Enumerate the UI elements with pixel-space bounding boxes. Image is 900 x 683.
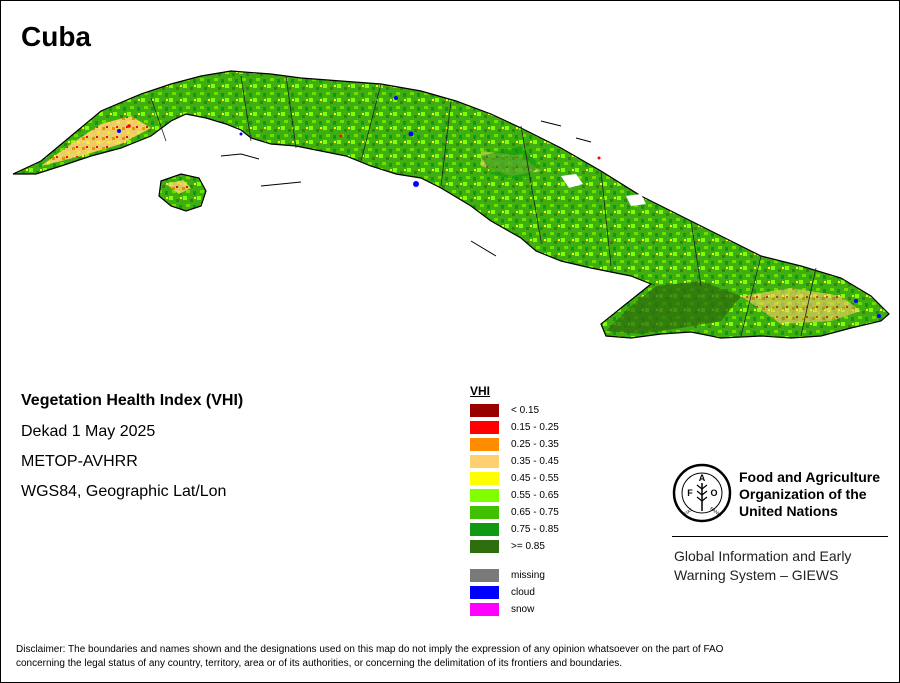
legend-item: 0.25 - 0.35 [470,436,559,453]
giews-line2: Warning System – GIEWS [674,567,839,583]
fao-name-line3: United Nations [739,503,838,519]
fao-name-line2: Organization of the [739,486,867,502]
keys-islets [220,120,592,257]
legend-item: < 0.15 [470,402,559,419]
legend-label: snow [511,604,535,615]
missing-patch [626,194,646,206]
legend-item: 0.15 - 0.25 [470,419,559,436]
map-title: Cuba [21,21,91,52]
legend-label: 0.35 - 0.45 [511,456,559,467]
legend-item: missing [470,567,559,584]
projection-label: WGS84, Geographic Lat/Lon [21,483,227,500]
legend-swatch [470,404,499,417]
svg-text:PANIS: PANIS [709,506,723,518]
legend-item: 0.55 - 0.65 [470,487,559,504]
legend-item: 0.65 - 0.75 [470,504,559,521]
legend-swatch [470,455,499,468]
legend-label: 0.15 - 0.25 [511,422,559,433]
fao-logo-icon: A F O FIAT PANIS [672,463,732,523]
legend-item: cloud [470,584,559,601]
divider [672,536,888,537]
legend-swatch [470,421,499,434]
missing-patch [561,174,583,188]
map-period: Dekad 1 May 2025 [21,423,156,440]
legend-swatch [470,438,499,451]
svg-text:F: F [687,488,693,498]
legend-swatch [470,472,499,485]
legend-swatch [470,569,499,582]
dry-area-east [741,288,861,324]
red-spots [127,124,601,160]
legend-item: 0.35 - 0.45 [470,453,559,470]
fao-name-line1: Food and Agriculture [739,469,881,485]
svg-text:O: O [710,488,717,498]
legend-label: 0.45 - 0.55 [511,473,559,484]
legend-label: < 0.15 [511,405,540,416]
disclaimer-line2: concerning the legal status of any count… [16,658,623,669]
vhi-map [12,70,890,339]
legend-label: cloud [511,587,535,598]
legend-item: 0.45 - 0.55 [470,470,559,487]
product-title: Vegetation Health Index (VHI) [21,392,244,409]
svg-text:A: A [699,473,706,483]
legend-label: 0.65 - 0.75 [511,507,559,518]
legend-item: 0.75 - 0.85 [470,521,559,538]
legend-title: VHI [470,384,491,398]
legend-label: 0.55 - 0.65 [511,490,559,501]
disclaimer-line1: Disclaimer: The boundaries and names sho… [16,644,724,655]
cuba-main-island [12,70,890,339]
legend-swatch [470,523,499,536]
legend-label: 0.75 - 0.85 [511,524,559,535]
isla-de-la-juventud [158,173,207,212]
disclaimer: Disclaimer: The boundaries and names sho… [16,643,886,671]
map-legend: VHI < 0.15 0.15 - 0.25 0.25 - 0.35 0.35 … [470,384,559,618]
legend-item: snow [470,601,559,618]
legend-label: >= 0.85 [511,541,545,552]
legend-swatch [470,506,499,519]
giews-line1: Global Information and Early [674,548,852,564]
legend-label: missing [511,570,545,581]
sensor-label: METOP-AVHRR [21,453,138,470]
legend-label: 0.25 - 0.35 [511,439,559,450]
cloud-dots [117,96,881,318]
province-boundaries [150,75,817,337]
legend-swatch [470,603,499,616]
fao-name: Food and Agriculture Organization of the… [739,469,880,520]
legend-swatch [470,540,499,553]
legend-swatch [470,489,499,502]
legend-item: >= 0.85 [470,538,559,555]
high-vhi-south-east [606,281,741,334]
giews-label: Global Information and Early Warning Sys… [674,547,851,585]
dry-area-west [41,116,151,166]
legend-swatch [470,586,499,599]
svg-text:FIAT: FIAT [683,507,694,517]
